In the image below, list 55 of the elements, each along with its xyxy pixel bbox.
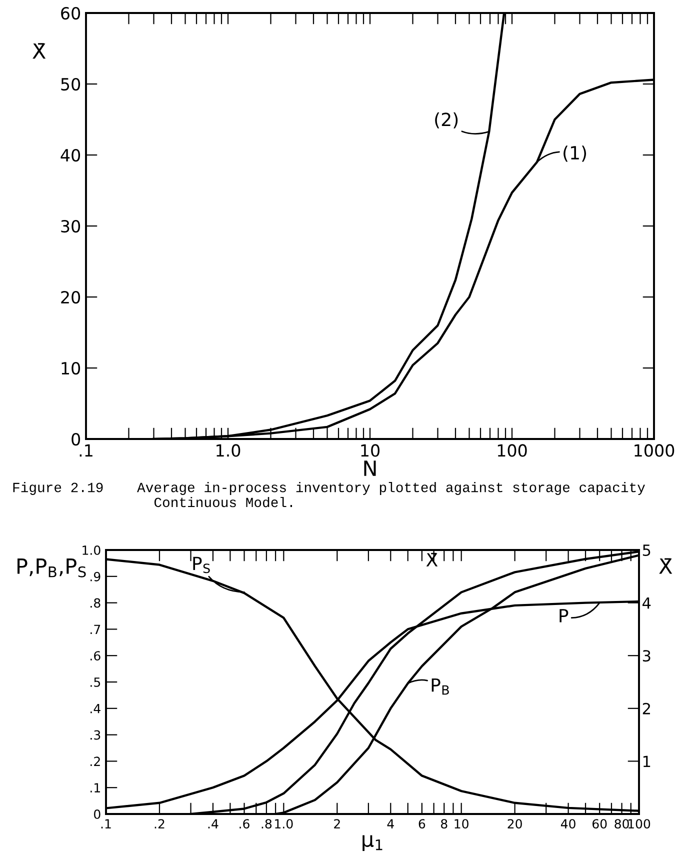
y-axis-title: P,P$_{B}$,P$_{S}$ (18, 558, 86, 578)
y-tick-label: .3 (90, 730, 100, 740)
x-tick-label: 100 (628, 819, 650, 829)
x-axis-title: N (364, 460, 376, 476)
x-tick-label: .6 (240, 819, 250, 829)
y2-tick-label: 3 (642, 650, 650, 662)
y-tick-label: .2 (90, 756, 100, 766)
x-tick-label: .1 (101, 819, 111, 828)
caption: Figure 2.19 Average in-process inventory plotted against storage capacity Continuous Model. (13, 482, 645, 508)
y-tick-label: 60 (61, 6, 80, 20)
x-tick-label: 2 (334, 819, 340, 828)
y-axis-title: X̄ (32, 43, 46, 59)
y-tick-label: 10 (62, 362, 80, 375)
y-tick-label: .5 (90, 678, 100, 687)
annotation: (2) (435, 112, 458, 128)
x-tick-label: 100 (498, 444, 527, 457)
y2-tick-label: 4 (642, 597, 651, 609)
y-tick-label: .8 (90, 598, 100, 608)
x-tick-label: .8 (262, 819, 272, 829)
x-tick-label: 4 (387, 819, 394, 828)
x-tick-label: 40 (560, 819, 576, 829)
x-tick-label: 10 (454, 819, 468, 829)
y-tick-label: 30 (61, 220, 80, 233)
x-tick-label: 1.0 (216, 444, 240, 457)
x-tick-label: .2 (154, 819, 164, 828)
annotation: P$_{S}$ (193, 556, 210, 574)
x-tick-label: 6 (418, 819, 426, 829)
y2-tick-label: 5 (642, 544, 650, 556)
y-tick-label: .1 (90, 783, 100, 792)
annotation: X̄ (426, 552, 438, 566)
y2-axis-title: X̄ (659, 558, 672, 574)
x-tick-label: 80 (614, 819, 629, 829)
y-tick-label: 1.0 (82, 545, 100, 555)
y-tick-label: 0 (94, 809, 100, 819)
x-tick-label: 10 (361, 444, 380, 457)
x-tick-label: 1.0 (275, 819, 293, 829)
x-tick-label: 60 (592, 819, 607, 829)
x-tick-label: 20 (508, 819, 522, 829)
y-tick-label: .4 (90, 704, 100, 714)
y-tick-label: .7 (90, 624, 100, 634)
x-axis-title: μ$_{1}$ (362, 835, 382, 852)
y-tick-label: 40 (60, 148, 80, 162)
y-tick-label: .9 (90, 572, 100, 582)
y-tick-label: 0 (72, 432, 80, 446)
y2-tick-label: 2 (642, 702, 650, 714)
y-tick-label: 50 (61, 78, 80, 91)
x-tick-label: 8 (440, 819, 448, 829)
x-tick-label: 1000 (634, 444, 674, 457)
annotation: P (560, 609, 568, 622)
annotation: P$_{B}$ (432, 678, 449, 695)
annotation: (1) (564, 146, 586, 162)
y-tick-label: 20 (61, 290, 80, 304)
y2-tick-label: 1 (643, 756, 650, 768)
y-tick-label: .6 (90, 651, 100, 661)
x-tick-label: .4 (208, 819, 218, 828)
